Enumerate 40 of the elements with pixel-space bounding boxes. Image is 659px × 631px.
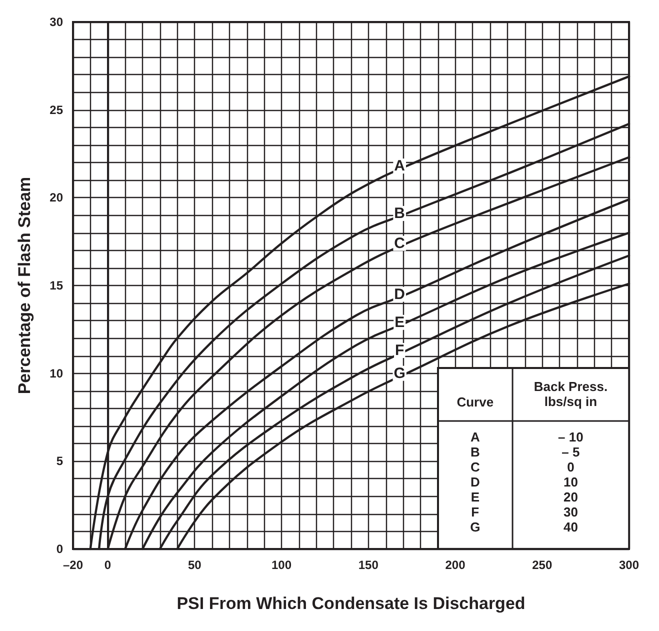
- y-tick-label: 20: [50, 190, 64, 205]
- text: D: [470, 474, 480, 490]
- text: C: [470, 460, 480, 475]
- annotation: 30: [563, 504, 578, 520]
- text: B: [470, 444, 480, 460]
- x-tick-label: 300: [618, 558, 640, 572]
- y-tick-label: 15: [50, 278, 64, 292]
- x-tick-label: 250: [532, 558, 552, 572]
- annotation: Curve: [456, 394, 494, 410]
- x-tick-label: 200: [445, 558, 466, 572]
- x-axis-title: PSI From Which Condensate Is Discharged: [176, 594, 526, 613]
- text: F: [471, 504, 480, 520]
- x-tick-label: 100: [271, 558, 292, 572]
- series-label: D: [394, 286, 406, 303]
- annotation: 20: [563, 490, 578, 505]
- series-label: G: [394, 364, 406, 382]
- annotation: 0: [567, 460, 574, 475]
- annotation: 10: [563, 474, 578, 490]
- y-tick-label: 25: [50, 102, 64, 117]
- y-tick-label: 0: [56, 542, 64, 556]
- annotation: 40: [563, 520, 578, 535]
- y-tick-label: 30: [50, 15, 64, 29]
- text: A: [470, 430, 480, 445]
- text: G: [470, 520, 480, 535]
- x-tick-label: 0: [104, 558, 112, 572]
- series-label: B: [394, 204, 406, 222]
- y-axis-title: Percentage of Flash Steam: [15, 176, 34, 394]
- x-tick-label: 150: [358, 558, 379, 572]
- y-tick-label: 5: [56, 454, 64, 468]
- x-tick-label: –20: [62, 558, 84, 572]
- series-label: A: [394, 158, 406, 175]
- series-label: F: [395, 342, 404, 359]
- x-tick-label: 50: [188, 558, 202, 572]
- series-label: E: [394, 314, 405, 331]
- annotation: Back Press. lbs/sq in: [534, 379, 608, 410]
- annotation: – 10: [558, 430, 584, 445]
- text: E: [470, 490, 480, 505]
- annotation: – 5: [562, 444, 580, 460]
- y-tick-label: 10: [50, 366, 64, 380]
- series-label: C: [394, 234, 406, 252]
